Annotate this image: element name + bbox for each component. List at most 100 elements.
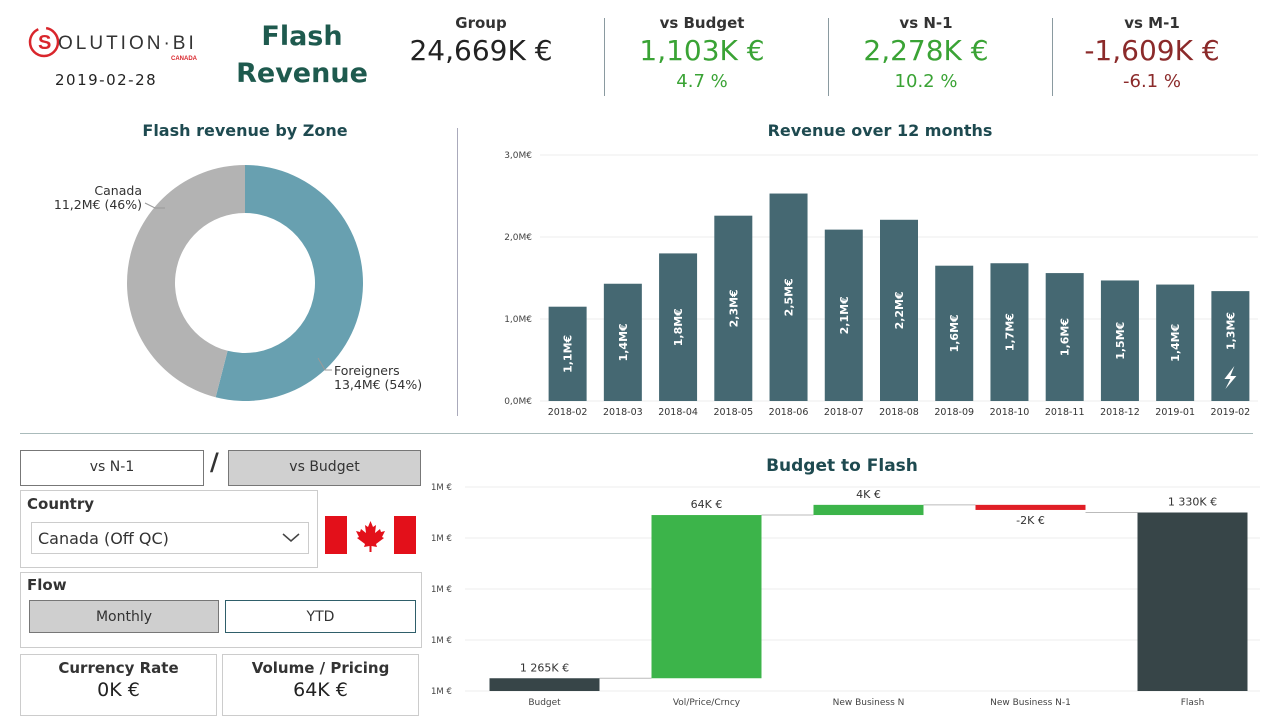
bar-2019-01 <box>1156 284 1195 401</box>
lightning-icon <box>1224 366 1237 389</box>
divider <box>457 128 458 416</box>
revenue-bar-chart: 0,0M€ 1,0M€ 2,0M€ 3,0M€ 2018-02 1,1M€ 2018-03 1… <box>504 151 1258 418</box>
x-tick-label: 2018-09 <box>934 407 974 418</box>
country-filter: Country Canada (Off QC) <box>20 490 318 568</box>
x-tick-label: 2018-10 <box>990 407 1030 418</box>
waterfall-bar-new-business-n-1 <box>975 504 1086 510</box>
kpi-label: vs Budget <box>659 14 745 32</box>
divider <box>828 18 829 96</box>
x-tick-label: New Business N-1 <box>990 698 1071 708</box>
bar-2018-05 <box>714 215 753 401</box>
card-value: 64K € <box>293 679 348 701</box>
waterfall-bar-vol-price-crncy <box>651 515 762 679</box>
bar-data-label: 1,7M€ <box>1003 313 1016 351</box>
report-date: 2019-02-28 <box>55 71 158 89</box>
bar-data-label: 1,6M€ <box>948 314 961 352</box>
y-tick-label: 1M € <box>431 585 452 595</box>
bar-data-label: 1,6M€ <box>1059 318 1072 356</box>
x-tick-label: 2018-07 <box>824 407 864 418</box>
ytd-button[interactable]: YTD <box>225 600 416 633</box>
x-tick-label: 2018-03 <box>603 407 643 418</box>
donut-slice-foreigners <box>215 165 363 402</box>
waterfall-bar-new-business-n <box>813 504 924 516</box>
leader-line <box>144 202 165 209</box>
waterfall-data-label: -2K € <box>1016 514 1045 527</box>
foreigners-label: Foreigners <box>334 363 400 378</box>
flow-filter: Flow Monthly YTD <box>20 572 422 648</box>
bar-2018-07 <box>824 229 863 401</box>
leader-line <box>317 357 332 371</box>
card-label: Currency Rate <box>58 659 179 677</box>
canada-label: Canada <box>94 183 142 198</box>
canada-flag-icon <box>325 516 416 554</box>
country-value: Canada (Off QC) <box>38 529 169 548</box>
solution-bi-logo: S OLUTION·BI CANADA <box>28 26 198 62</box>
waterfall-data-label: 4K € <box>856 488 881 501</box>
x-tick-label: 2019-02 <box>1211 407 1251 418</box>
bar-data-label: 1,4M€ <box>617 323 630 361</box>
x-tick-label: 2019-01 <box>1155 407 1195 418</box>
kpi-value: 1,103K € <box>639 34 765 67</box>
y-tick-label: 0,0M€ <box>504 397 532 407</box>
kpi-label: vs M-1 <box>1124 14 1180 32</box>
waterfall-bar-budget <box>489 678 600 691</box>
vs-n1-button[interactable]: vs N-1 <box>20 450 204 486</box>
kpi-vs-m-1: vs M-1 -1,609K € -6.1 % <box>1052 14 1252 92</box>
revenue-chart-title: Revenue over 12 months <box>767 121 993 140</box>
bar-data-label: 1,5M€ <box>1114 322 1127 360</box>
kpi-value: -1,609K € <box>1084 34 1220 67</box>
currency-rate-card: Currency Rate 0K € <box>20 654 217 716</box>
svg-text:CANADA: CANADA <box>171 56 198 62</box>
divider <box>604 18 605 96</box>
vs-budget-button[interactable]: vs Budget <box>228 450 421 486</box>
y-tick-label: 1M € <box>431 636 452 646</box>
bar-data-label: 1,1M€ <box>562 335 575 373</box>
bar-2018-10 <box>990 263 1029 401</box>
bar-2018-02 <box>548 306 587 401</box>
x-tick-label: 2018-06 <box>769 407 809 418</box>
card-value: 0K € <box>97 679 140 701</box>
waterfall-title: Budget to Flash <box>766 456 918 476</box>
x-tick-label: Vol/Price/Crncy <box>673 698 741 708</box>
svg-text:OLUTION·BI: OLUTION·BI <box>58 33 197 54</box>
separator-slash: / <box>210 448 219 476</box>
monthly-button[interactable]: Monthly <box>29 600 219 633</box>
bar-2018-04 <box>659 253 698 401</box>
foreigners-value: 13,4M€ (54%) <box>334 377 422 392</box>
zone-chart-title: Flash revenue by Zone <box>142 121 348 140</box>
bar-data-label: 2,2M€ <box>893 291 906 329</box>
bar-data-label: 2,3M€ <box>727 289 740 327</box>
x-tick-label: 2018-12 <box>1100 407 1140 418</box>
kpi-label: Group <box>455 14 507 32</box>
country-dropdown[interactable]: Canada (Off QC) <box>31 522 309 554</box>
y-tick-label: 1M € <box>431 534 452 544</box>
waterfall-bar-flash <box>1137 512 1248 691</box>
bar-2018-11 <box>1045 273 1084 401</box>
kpi-label: vs N-1 <box>899 14 953 32</box>
x-tick-label: 2018-11 <box>1045 407 1085 418</box>
kpi-vs-budget: vs Budget 1,103K € 4.7 % <box>602 14 802 92</box>
donut-slice-canada <box>127 165 245 398</box>
bar-data-label: 1,8M€ <box>672 308 685 346</box>
waterfall-data-label: 1 330K € <box>1168 496 1217 509</box>
kpi-percent: 4.7 % <box>676 71 728 92</box>
x-tick-label: 2018-08 <box>879 407 919 418</box>
page-title: Flash Revenue <box>236 21 368 89</box>
kpi-group: Group 24,669K € <box>381 14 581 71</box>
y-tick-label: 3,0M€ <box>504 151 532 161</box>
bar-2018-09 <box>935 265 974 401</box>
x-tick-label: Flash <box>1181 698 1205 708</box>
waterfall-data-label: 64K € <box>691 498 723 511</box>
flow-label: Flow <box>27 576 67 594</box>
chevron-down-icon <box>282 533 300 542</box>
y-tick-label: 2,0M€ <box>504 233 532 243</box>
kpi-value: 2,278K € <box>863 34 989 67</box>
waterfall-data-label: 1 265K € <box>520 661 569 674</box>
x-tick-label: 2018-04 <box>658 407 698 418</box>
bar-2018-12 <box>1100 280 1139 401</box>
x-tick-label: New Business N <box>833 698 905 708</box>
kpi-vs-n-1: vs N-1 2,278K € 10.2 % <box>826 14 1026 92</box>
country-label: Country <box>27 495 95 513</box>
y-tick-label: 1M € <box>431 687 452 697</box>
x-tick-label: Budget <box>528 698 561 708</box>
